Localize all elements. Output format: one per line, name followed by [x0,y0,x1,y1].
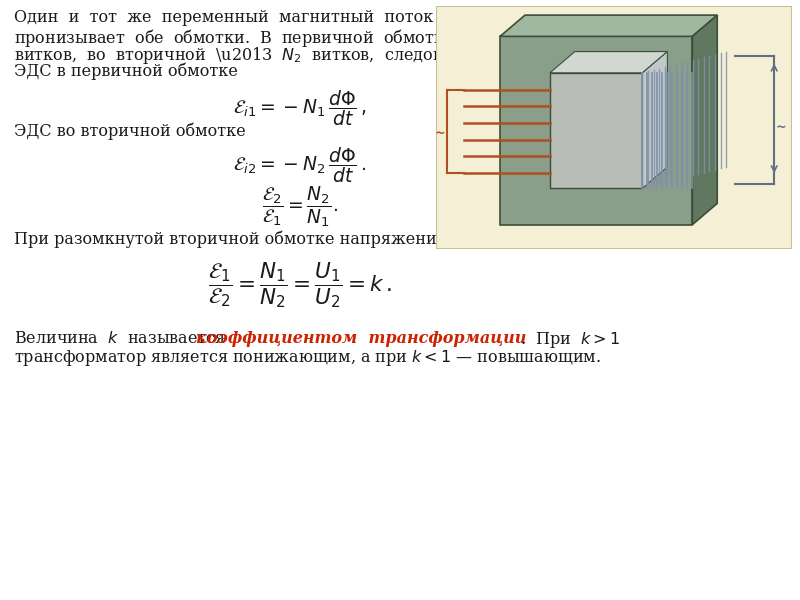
Polygon shape [500,37,692,224]
Text: $\dfrac{\mathcal{E}_1}{\mathcal{E}_2} = \dfrac{N_1}{N_2} = \dfrac{U_1}{U_2} = k\: $\dfrac{\mathcal{E}_1}{\mathcal{E}_2} = … [208,260,392,310]
Text: коэффициентом  трансформации: коэффициентом трансформации [196,330,526,347]
FancyBboxPatch shape [436,6,792,249]
Text: витков,  во  вторичной  \u2013  $N_2$  витков,  следовательно,: витков, во вторичной \u2013 $N_2$ витков… [14,45,514,66]
Text: ЭДС во вторичной обмотке: ЭДС во вторичной обмотке [14,122,246,139]
Text: трансформатор является понижающим, а при $k < 1$ — повышающим.: трансформатор является понижающим, а при… [14,348,601,368]
Polygon shape [550,52,667,73]
Polygon shape [692,15,718,224]
Text: $\mathcal{E}_{i2} = -N_2\,\dfrac{d\Phi}{dt}\,.$: $\mathcal{E}_{i2} = -N_2\,\dfrac{d\Phi}{… [234,145,366,185]
Text: ЭДС в первичной обмотке: ЭДС в первичной обмотке [14,63,238,80]
Text: ~: ~ [434,127,445,140]
Text: $\mathcal{E}_{i1} = -N_1\,\dfrac{d\Phi}{dt}\,,$: $\mathcal{E}_{i1} = -N_1\,\dfrac{d\Phi}{… [234,88,366,128]
Text: Один  и  тот  же  переменный  магнитный  поток: Один и тот же переменный магнитный поток [14,9,434,26]
Text: $\dfrac{\mathcal{E}_2}{\mathcal{E}_1} = \dfrac{N_2}{N_1}.$: $\dfrac{\mathcal{E}_2}{\mathcal{E}_1} = … [262,185,338,229]
Text: ~: ~ [776,121,786,134]
Text: Величина  $k$  называется: Величина $k$ называется [14,330,232,347]
Text: .  При  $k > 1$: . При $k > 1$ [520,330,620,350]
Text: пронизывает  обе  обмотки.  В  первичной  обмотке  $N_1$: пронизывает обе обмотки. В первичной обм… [14,27,483,49]
Text: При разомкнутой вторичной обмотке напряжение на ней равно ЭДС индукции: При разомкнутой вторичной обмотке напряж… [14,230,693,247]
Polygon shape [550,73,642,188]
Polygon shape [500,15,718,37]
Polygon shape [642,52,667,188]
